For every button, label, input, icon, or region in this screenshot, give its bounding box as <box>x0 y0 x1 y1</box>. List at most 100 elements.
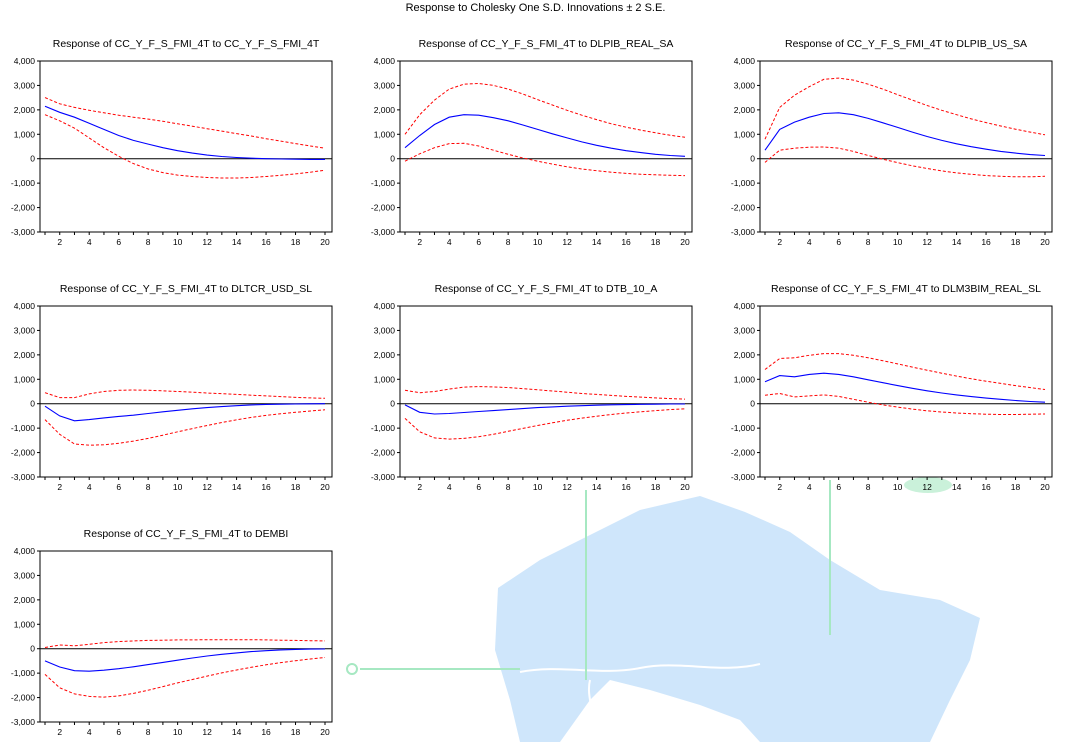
figure-title: Response to Cholesky One S.D. Innovation… <box>405 2 666 14</box>
y-tick-label: 4,000 <box>374 301 396 311</box>
y-tick-label: -1,000 <box>11 423 35 433</box>
x-tick-label: 14 <box>952 237 962 247</box>
background-map-node <box>346 663 358 675</box>
x-tick-label: 18 <box>1011 482 1021 492</box>
confidence-band-lower <box>44 114 326 179</box>
x-tick-label: 12 <box>562 482 572 492</box>
x-tick-label: 20 <box>320 482 330 492</box>
confidence-band-lower <box>44 657 326 698</box>
confidence-band-upper <box>44 639 326 648</box>
irf-panel: Response of CC_Y_F_S_FMI_4T to DLM3BIM_R… <box>731 283 1053 492</box>
y-tick-label: 4,000 <box>14 546 36 556</box>
y-tick-label: 0 <box>390 399 395 409</box>
y-tick-label: 1,000 <box>374 374 396 384</box>
y-tick-label: -1,000 <box>371 178 395 188</box>
confidence-band-lower <box>404 142 686 177</box>
y-tick-label: -2,000 <box>11 448 35 458</box>
y-tick-label: -1,000 <box>11 668 35 678</box>
y-tick-label: -2,000 <box>371 448 395 458</box>
background-map-river-branch <box>588 679 595 742</box>
plot-frame <box>399 60 693 233</box>
y-tick-label: -2,000 <box>11 693 35 703</box>
y-tick-label: -3,000 <box>731 472 755 482</box>
x-tick-label: 20 <box>680 482 690 492</box>
x-tick-label: 18 <box>291 482 301 492</box>
confidence-band-upper <box>44 389 326 399</box>
y-tick-label: 1,000 <box>734 129 756 139</box>
x-tick-label: 14 <box>952 482 962 492</box>
y-tick-label: 3,000 <box>14 325 36 335</box>
y-tick-label: 3,000 <box>734 325 756 335</box>
x-tick-label: 6 <box>476 237 481 247</box>
plot-frame <box>759 305 1053 478</box>
panel-title: Response of CC_Y_F_S_FMI_4T to DEMBI <box>84 528 289 540</box>
confidence-band-lower <box>764 146 1046 178</box>
response-line <box>764 112 1046 157</box>
y-tick-label: 0 <box>30 644 35 654</box>
response-line <box>404 114 686 157</box>
plot-frame <box>39 305 333 478</box>
confidence-band-upper <box>764 77 1046 140</box>
y-tick-label: -1,000 <box>731 423 755 433</box>
plot-frame <box>399 305 693 478</box>
y-tick-label: 0 <box>390 154 395 164</box>
panel-title: Response of CC_Y_F_S_FMI_4T to DLTCR_USD… <box>60 283 312 295</box>
y-tick-label: 4,000 <box>14 56 36 66</box>
y-tick-label: 0 <box>750 154 755 164</box>
x-tick-label: 4 <box>807 482 812 492</box>
x-tick-label: 12 <box>922 482 932 492</box>
y-tick-label: 2,000 <box>14 595 36 605</box>
irf-panel: Response of CC_Y_F_S_FMI_4T to DEMBI 4,00… <box>11 528 333 737</box>
response-line <box>44 403 326 422</box>
x-tick-label: 10 <box>173 482 183 492</box>
y-tick-label: -1,000 <box>371 423 395 433</box>
x-tick-label: 16 <box>261 482 271 492</box>
y-tick-label: 4,000 <box>374 56 396 66</box>
y-tick-label: -1,000 <box>11 178 35 188</box>
x-tick-label: 2 <box>57 727 62 737</box>
x-tick-label: 10 <box>173 727 183 737</box>
y-tick-label: 1,000 <box>14 374 36 384</box>
confidence-band-upper <box>764 353 1046 390</box>
x-tick-label: 6 <box>116 482 121 492</box>
y-tick-label: 2,000 <box>14 350 36 360</box>
x-tick-label: 14 <box>232 727 242 737</box>
y-tick-label: 1,000 <box>14 129 36 139</box>
x-tick-label: 4 <box>807 237 812 247</box>
x-tick-label: 6 <box>836 482 841 492</box>
y-tick-label: -3,000 <box>11 472 35 482</box>
confidence-band-upper <box>44 97 326 149</box>
irf-panel: Response of CC_Y_F_S_FMI_4T to DLPIB_US_… <box>731 38 1053 247</box>
confidence-band-lower <box>44 409 326 446</box>
response-line <box>44 648 326 672</box>
x-tick-label: 10 <box>893 237 903 247</box>
panel-title: Response of CC_Y_F_S_FMI_4T to DTB_10_A <box>435 283 658 295</box>
background-map-landmass <box>495 496 980 742</box>
plot-frame <box>39 60 333 233</box>
x-tick-label: 8 <box>506 237 511 247</box>
y-tick-label: -2,000 <box>11 203 35 213</box>
x-tick-label: 2 <box>417 482 422 492</box>
x-tick-label: 16 <box>981 237 991 247</box>
plot-frame <box>759 60 1053 233</box>
x-tick-label: 12 <box>562 237 572 247</box>
x-tick-label: 10 <box>533 237 543 247</box>
x-tick-label: 20 <box>320 727 330 737</box>
y-tick-label: 0 <box>30 154 35 164</box>
y-tick-label: 3,000 <box>14 570 36 580</box>
x-tick-label: 14 <box>592 482 602 492</box>
y-tick-label: 0 <box>30 399 35 409</box>
y-tick-label: -3,000 <box>11 227 35 237</box>
panel-title: Response of CC_Y_F_S_FMI_4T to DLM3BIM_R… <box>771 283 1041 295</box>
x-tick-label: 4 <box>447 237 452 247</box>
y-tick-label: 3,000 <box>734 80 756 90</box>
x-tick-label: 20 <box>320 237 330 247</box>
x-tick-label: 18 <box>291 237 301 247</box>
y-tick-label: 1,000 <box>734 374 756 384</box>
y-tick-label: 4,000 <box>734 301 756 311</box>
x-tick-label: 6 <box>476 482 481 492</box>
response-line <box>404 403 685 415</box>
y-tick-label: -2,000 <box>371 203 395 213</box>
y-tick-label: 4,000 <box>14 301 36 311</box>
